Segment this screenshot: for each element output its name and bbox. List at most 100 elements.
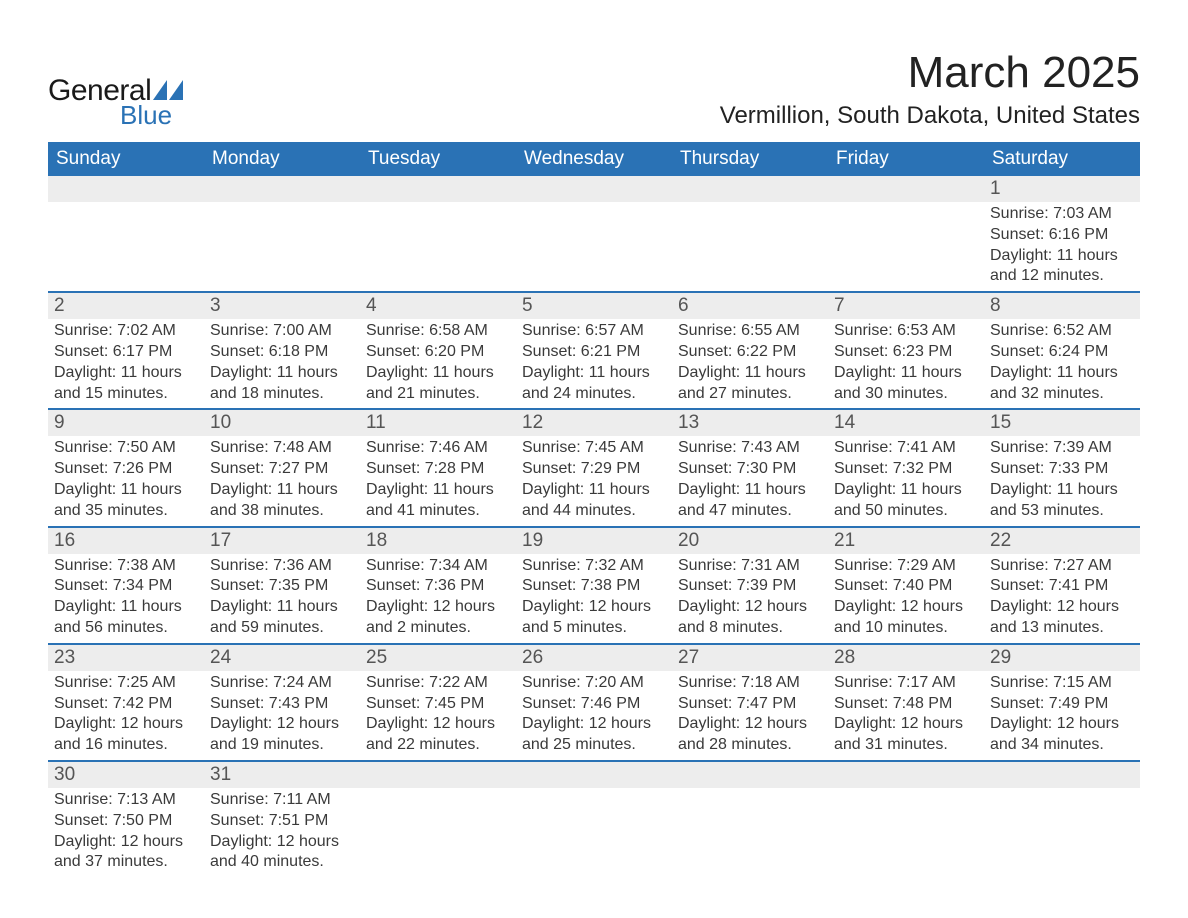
sunset-text: Sunset: 7:50 PM xyxy=(54,811,198,832)
daynum-row: 3031 xyxy=(48,761,1140,788)
day-details xyxy=(984,788,1140,872)
day-cell-data xyxy=(360,202,516,292)
sunset-text: Sunset: 6:20 PM xyxy=(366,342,510,363)
day-details: Sunrise: 7:48 AMSunset: 7:27 PMDaylight:… xyxy=(204,436,360,525)
day-cell-num xyxy=(672,761,828,788)
sunrise-text: Sunrise: 7:15 AM xyxy=(990,673,1134,694)
day-cell-num: 2 xyxy=(48,292,204,319)
sunrise-text: Sunrise: 7:32 AM xyxy=(522,556,666,577)
day-cell-num: 17 xyxy=(204,527,360,554)
sunset-text: Sunset: 6:24 PM xyxy=(990,342,1134,363)
sunrise-text: Sunrise: 7:48 AM xyxy=(210,438,354,459)
sunrise-text: Sunrise: 7:02 AM xyxy=(54,321,198,342)
daylight-text-2: and 47 minutes. xyxy=(678,501,822,522)
day-cell-num: 28 xyxy=(828,644,984,671)
sunrise-text: Sunrise: 7:18 AM xyxy=(678,673,822,694)
day-number: 31 xyxy=(204,762,360,788)
daylight-text-2: and 41 minutes. xyxy=(366,501,510,522)
sunset-text: Sunset: 7:34 PM xyxy=(54,576,198,597)
day-cell-num xyxy=(828,761,984,788)
day-cell-data: Sunrise: 7:02 AMSunset: 6:17 PMDaylight:… xyxy=(48,319,204,409)
daylight-text-1: Daylight: 12 hours xyxy=(678,597,822,618)
daylight-text-1: Daylight: 11 hours xyxy=(210,597,354,618)
daylight-text-2: and 31 minutes. xyxy=(834,735,978,756)
day-details: Sunrise: 6:52 AMSunset: 6:24 PMDaylight:… xyxy=(984,319,1140,408)
daynum-row: 16171819202122 xyxy=(48,527,1140,554)
day-details: Sunrise: 7:43 AMSunset: 7:30 PMDaylight:… xyxy=(672,436,828,525)
sunrise-text: Sunrise: 7:03 AM xyxy=(990,204,1134,225)
day-cell-data: Sunrise: 7:20 AMSunset: 7:46 PMDaylight:… xyxy=(516,671,672,761)
daylight-text-1: Daylight: 12 hours xyxy=(366,597,510,618)
month-title: March 2025 xyxy=(720,48,1140,98)
day-number: 4 xyxy=(360,293,516,319)
daylight-text-2: and 12 minutes. xyxy=(990,266,1134,287)
day-details xyxy=(828,202,984,286)
day-cell-data: Sunrise: 7:27 AMSunset: 7:41 PMDaylight:… xyxy=(984,554,1140,644)
day-cell-data xyxy=(672,202,828,292)
daylight-text-2: and 21 minutes. xyxy=(366,384,510,405)
daylight-text-2: and 32 minutes. xyxy=(990,384,1134,405)
daydata-row: Sunrise: 7:02 AMSunset: 6:17 PMDaylight:… xyxy=(48,319,1140,409)
sunrise-text: Sunrise: 7:27 AM xyxy=(990,556,1134,577)
day-number: 23 xyxy=(48,645,204,671)
day-number: 20 xyxy=(672,528,828,554)
day-number xyxy=(360,176,516,202)
daylight-text-1: Daylight: 12 hours xyxy=(210,714,354,735)
calendar-body: 1Sunrise: 7:03 AMSunset: 6:16 PMDaylight… xyxy=(48,176,1140,877)
daylight-text-2: and 28 minutes. xyxy=(678,735,822,756)
sunrise-text: Sunrise: 7:39 AM xyxy=(990,438,1134,459)
sunset-text: Sunset: 7:36 PM xyxy=(366,576,510,597)
sunrise-text: Sunrise: 7:22 AM xyxy=(366,673,510,694)
day-cell-num xyxy=(984,761,1140,788)
day-cell-num: 22 xyxy=(984,527,1140,554)
day-details: Sunrise: 7:50 AMSunset: 7:26 PMDaylight:… xyxy=(48,436,204,525)
daynum-row: 9101112131415 xyxy=(48,409,1140,436)
day-details xyxy=(204,202,360,286)
daylight-text-1: Daylight: 12 hours xyxy=(522,714,666,735)
day-number: 5 xyxy=(516,293,672,319)
day-number: 8 xyxy=(984,293,1140,319)
sunrise-text: Sunrise: 7:50 AM xyxy=(54,438,198,459)
daylight-text-1: Daylight: 11 hours xyxy=(834,363,978,384)
sunrise-text: Sunrise: 7:11 AM xyxy=(210,790,354,811)
day-cell-num: 19 xyxy=(516,527,672,554)
day-cell-data: Sunrise: 7:46 AMSunset: 7:28 PMDaylight:… xyxy=(360,436,516,526)
day-cell-num: 20 xyxy=(672,527,828,554)
sunset-text: Sunset: 7:40 PM xyxy=(834,576,978,597)
day-cell-data: Sunrise: 6:53 AMSunset: 6:23 PMDaylight:… xyxy=(828,319,984,409)
day-cell-data: Sunrise: 7:38 AMSunset: 7:34 PMDaylight:… xyxy=(48,554,204,644)
day-cell-data xyxy=(48,202,204,292)
sunset-text: Sunset: 7:39 PM xyxy=(678,576,822,597)
daynum-row: 1 xyxy=(48,176,1140,202)
sunset-text: Sunset: 7:29 PM xyxy=(522,459,666,480)
day-details: Sunrise: 7:39 AMSunset: 7:33 PMDaylight:… xyxy=(984,436,1140,525)
day-cell-data: Sunrise: 7:48 AMSunset: 7:27 PMDaylight:… xyxy=(204,436,360,526)
daylight-text-2: and 18 minutes. xyxy=(210,384,354,405)
day-number: 17 xyxy=(204,528,360,554)
day-details: Sunrise: 7:25 AMSunset: 7:42 PMDaylight:… xyxy=(48,671,204,760)
day-cell-num: 8 xyxy=(984,292,1140,319)
daylight-text-1: Daylight: 11 hours xyxy=(54,597,198,618)
day-cell-data: Sunrise: 7:45 AMSunset: 7:29 PMDaylight:… xyxy=(516,436,672,526)
sunset-text: Sunset: 7:35 PM xyxy=(210,576,354,597)
sunset-text: Sunset: 7:33 PM xyxy=(990,459,1134,480)
sunrise-text: Sunrise: 6:58 AM xyxy=(366,321,510,342)
daylight-text-1: Daylight: 11 hours xyxy=(54,363,198,384)
day-cell-num xyxy=(828,176,984,202)
daylight-text-1: Daylight: 11 hours xyxy=(990,363,1134,384)
sunset-text: Sunset: 6:23 PM xyxy=(834,342,978,363)
daydata-row: Sunrise: 7:38 AMSunset: 7:34 PMDaylight:… xyxy=(48,554,1140,644)
daylight-text-2: and 34 minutes. xyxy=(990,735,1134,756)
sunrise-text: Sunrise: 7:24 AM xyxy=(210,673,354,694)
day-cell-num xyxy=(360,176,516,202)
weekday-header: Wednesday xyxy=(516,142,672,176)
daylight-text-2: and 40 minutes. xyxy=(210,852,354,873)
daylight-text-1: Daylight: 12 hours xyxy=(834,714,978,735)
day-number xyxy=(516,176,672,202)
day-number xyxy=(672,176,828,202)
day-details: Sunrise: 7:41 AMSunset: 7:32 PMDaylight:… xyxy=(828,436,984,525)
day-details: Sunrise: 7:46 AMSunset: 7:28 PMDaylight:… xyxy=(360,436,516,525)
daylight-text-2: and 53 minutes. xyxy=(990,501,1134,522)
day-details: Sunrise: 7:17 AMSunset: 7:48 PMDaylight:… xyxy=(828,671,984,760)
day-details xyxy=(672,202,828,286)
